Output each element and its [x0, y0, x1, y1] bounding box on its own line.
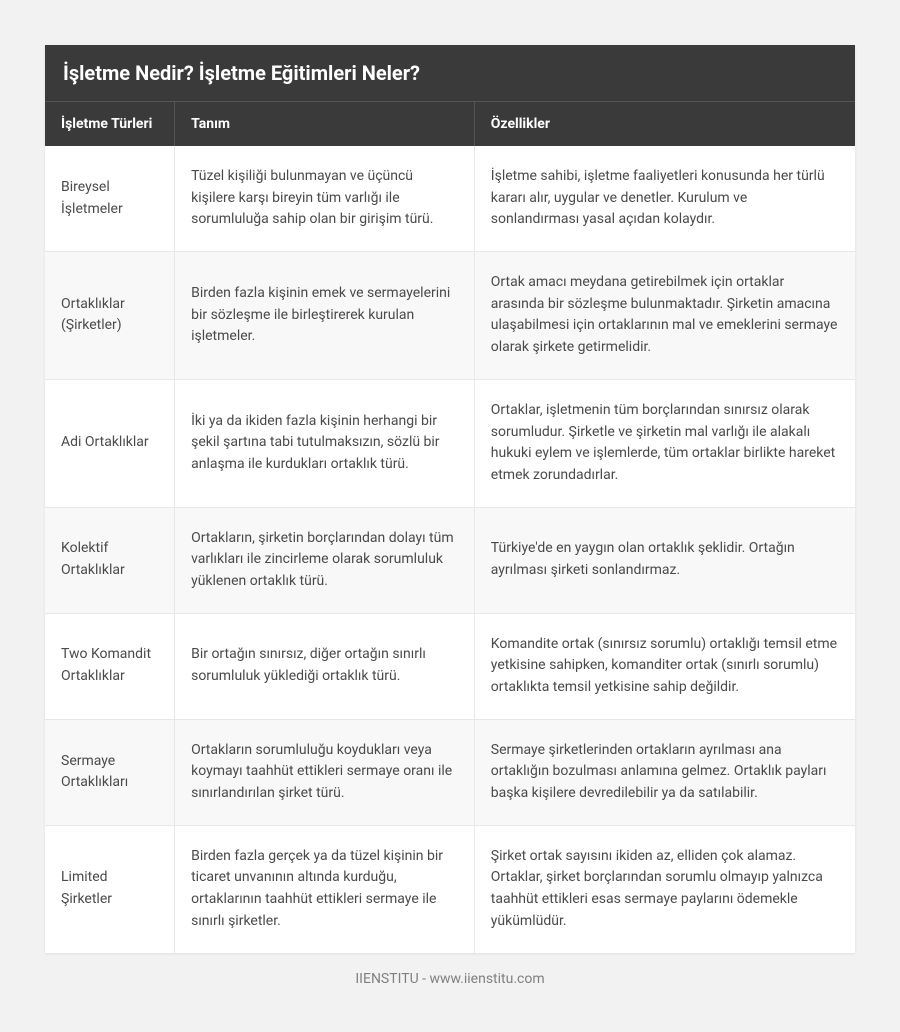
- cell-features: Türkiye'de en yaygın olan ortaklık şekli…: [474, 507, 855, 613]
- table-row: Two Komandit Ortaklıklar Bir ortağın sın…: [45, 613, 855, 719]
- cell-type: Limited Şirketler: [45, 825, 175, 952]
- cell-features: Ortak amacı meydana getirebilmek için or…: [474, 252, 855, 380]
- column-header-definition: Tanım: [175, 102, 475, 146]
- cell-definition: İki ya da ikiden fazla kişinin herhangi …: [175, 379, 475, 507]
- cell-features: Sermaye şirketlerinden ortakların ayrılm…: [474, 719, 855, 825]
- table-row: Sermaye Ortaklıkları Ortakların sorumlul…: [45, 719, 855, 825]
- table-title: İşletme Nedir? İşletme Eğitimleri Neler?: [45, 45, 855, 102]
- cell-type: Kolektif Ortaklıklar: [45, 507, 175, 613]
- cell-definition: Bir ortağın sınırsız, diğer ortağın sını…: [175, 613, 475, 719]
- cell-type: Adi Ortaklıklar: [45, 379, 175, 507]
- column-header-type: İşletme Türleri: [45, 102, 175, 146]
- cell-features: Şirket ortak sayısını ikiden az, elliden…: [474, 825, 855, 952]
- cell-type: Sermaye Ortaklıkları: [45, 719, 175, 825]
- cell-type: Ortaklıklar (Şirketler): [45, 252, 175, 380]
- cell-features: Komandite ortak (sınırsız sorumlu) ortak…: [474, 613, 855, 719]
- table-body: Bireysel İşletmeler Tüzel kişiliği bulun…: [45, 146, 855, 953]
- table-row: Limited Şirketler Birden fazla gerçek ya…: [45, 825, 855, 952]
- table-row: Bireysel İşletmeler Tüzel kişiliği bulun…: [45, 146, 855, 252]
- cell-type: Two Komandit Ortaklıklar: [45, 613, 175, 719]
- cell-definition: Birden fazla gerçek ya da tüzel kişinin …: [175, 825, 475, 952]
- cell-definition: Birden fazla kişinin emek ve sermayeleri…: [175, 252, 475, 380]
- cell-features: Ortaklar, işletmenin tüm borçlarından sı…: [474, 379, 855, 507]
- table-row: Ortaklıklar (Şirketler) Birden fazla kiş…: [45, 252, 855, 380]
- cell-definition: Ortakların sorumluluğu koydukları veya k…: [175, 719, 475, 825]
- footer-attribution: IIENSTITU - www.iienstitu.com: [45, 953, 855, 987]
- table-header-row: İşletme Türleri Tanım Özellikler: [45, 102, 855, 146]
- table-row: Kolektif Ortaklıklar Ortakların, şirketi…: [45, 507, 855, 613]
- table-row: Adi Ortaklıklar İki ya da ikiden fazla k…: [45, 379, 855, 507]
- column-header-features: Özellikler: [474, 102, 855, 146]
- cell-type: Bireysel İşletmeler: [45, 146, 175, 252]
- cell-definition: Ortakların, şirketin borçlarından dolayı…: [175, 507, 475, 613]
- cell-definition: Tüzel kişiliği bulunmayan ve üçüncü kişi…: [175, 146, 475, 252]
- business-types-table: İşletme Türleri Tanım Özellikler Bireyse…: [45, 102, 855, 953]
- business-types-table-container: İşletme Nedir? İşletme Eğitimleri Neler?…: [45, 45, 855, 953]
- cell-features: İşletme sahibi, işletme faaliyetleri kon…: [474, 146, 855, 252]
